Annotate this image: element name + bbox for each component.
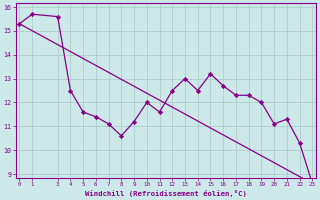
X-axis label: Windchill (Refroidissement éolien,°C): Windchill (Refroidissement éolien,°C) (85, 190, 247, 197)
